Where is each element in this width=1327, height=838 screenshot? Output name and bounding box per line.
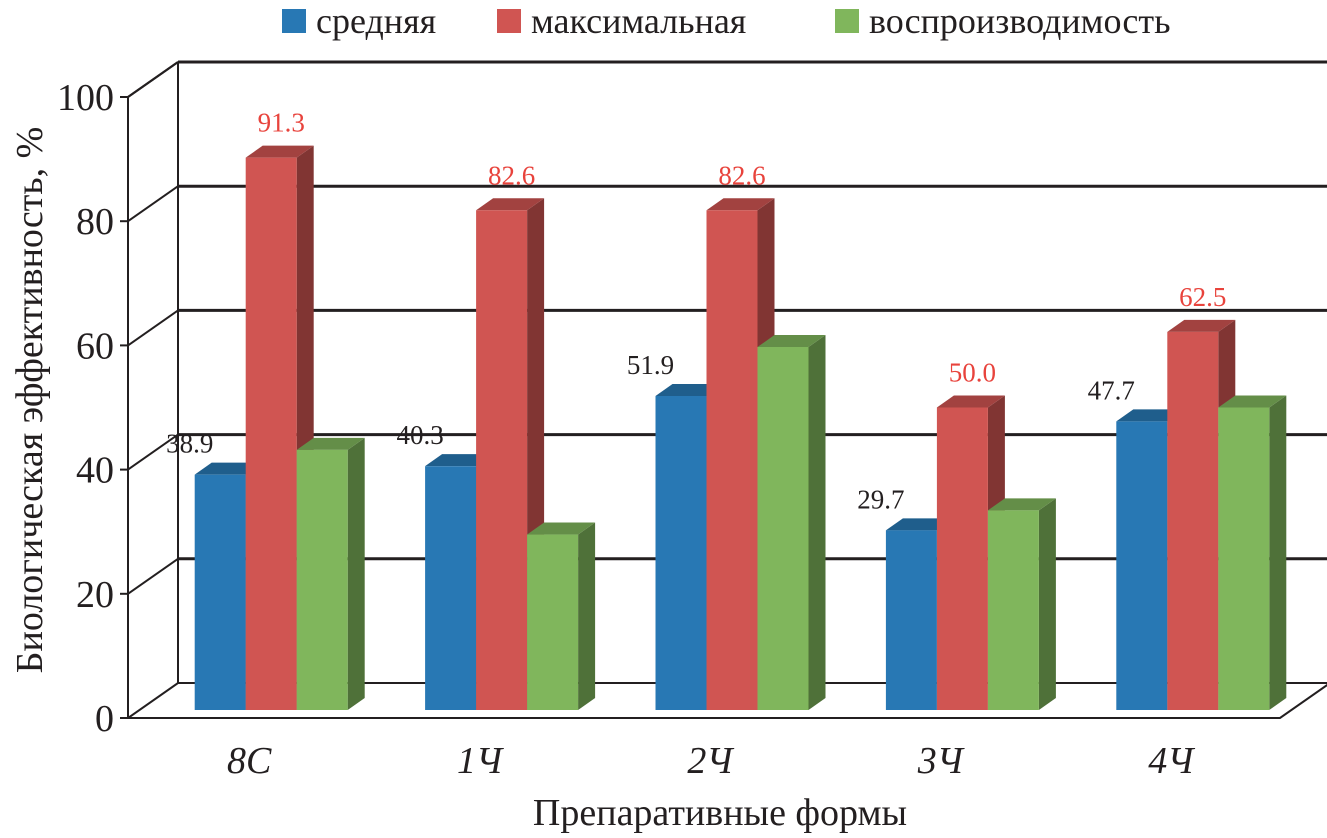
- y-tick-label: 60: [76, 325, 114, 367]
- data-label: 38.9: [166, 429, 213, 459]
- x-tick-label: 8С: [227, 740, 272, 782]
- x-axis-title: Препаративные формы: [533, 792, 907, 834]
- legend-label: максимальная: [531, 1, 746, 41]
- legend-label: средняя: [316, 1, 436, 41]
- data-label: 29.7: [857, 484, 904, 514]
- bar-front: [194, 474, 246, 710]
- bar-side: [1269, 395, 1287, 710]
- bar: [987, 498, 1056, 710]
- data-label: 91.3: [258, 108, 305, 138]
- bar-front: [1116, 421, 1168, 710]
- bar-top: [1167, 319, 1236, 332]
- bar-top: [296, 437, 365, 450]
- y-tick-label: 0: [95, 698, 114, 740]
- bar-front: [527, 534, 579, 710]
- bar-front: [425, 466, 477, 710]
- y-tick-label: 20: [76, 574, 114, 616]
- bar-front: [296, 449, 348, 710]
- legend-swatch: [282, 9, 306, 33]
- bar-side: [1038, 498, 1056, 710]
- bar: [757, 335, 826, 710]
- y-axis-title: Биологическая эффективность, %: [9, 127, 51, 674]
- x-tick-label: 2Ч: [687, 740, 734, 782]
- labels: 0 20 40 60 80 100 38.9 91.3 8С 40.3 82.6 1Ч 51.9 82.6…: [57, 77, 1226, 782]
- bar-top: [245, 145, 314, 158]
- bar: [527, 522, 596, 710]
- bar-side: [347, 437, 365, 710]
- bar-top: [1218, 395, 1287, 408]
- bar-top: [936, 395, 1005, 408]
- bar-side: [808, 335, 826, 710]
- legend-swatch: [835, 9, 859, 33]
- data-label: 50.0: [949, 358, 996, 388]
- bar-front: [987, 510, 1039, 710]
- bar-top: [987, 498, 1056, 511]
- bar-top: [757, 335, 826, 347]
- legend-swatch: [497, 9, 521, 33]
- bar-top: [476, 198, 545, 211]
- x-tick-label: 3Ч: [917, 740, 965, 782]
- bar-front: [936, 407, 988, 710]
- y-tick-label: 80: [76, 201, 114, 243]
- bar-top: [706, 198, 775, 211]
- data-label: 40.3: [396, 420, 443, 450]
- legend-label: воспроизводимость: [869, 1, 1170, 41]
- data-label: 47.7: [1088, 375, 1135, 405]
- bar-front: [655, 396, 707, 710]
- data-label: 51.9: [627, 350, 674, 380]
- x-tick-label: 4Ч: [1148, 740, 1195, 782]
- grid-diagonal: [127, 433, 179, 471]
- grid-diagonal: [127, 185, 179, 223]
- bar-top: [527, 522, 596, 535]
- legend: средняя максимальная воспроизводимость: [282, 1, 1170, 41]
- bar-front: [885, 530, 937, 710]
- bar-front: [757, 347, 809, 710]
- bars: [194, 145, 1287, 710]
- bar-side: [578, 522, 596, 710]
- grid-diagonal: [127, 61, 179, 98]
- data-label: 62.5: [1179, 282, 1226, 312]
- bar: [1218, 395, 1287, 710]
- data-label: 82.6: [488, 160, 535, 190]
- bar: [296, 437, 365, 710]
- grid-diagonal: [127, 309, 179, 347]
- bar-front: [706, 210, 758, 710]
- grid-diagonal: [127, 557, 179, 595]
- y-tick-label: 100: [57, 77, 114, 119]
- y-tick-label: 40: [76, 450, 114, 492]
- bar-front: [1167, 331, 1219, 710]
- bar-front: [1218, 407, 1270, 710]
- bar-front: [245, 157, 297, 710]
- data-label: 82.6: [718, 160, 765, 190]
- bar-front: [476, 210, 528, 710]
- bar: [476, 198, 545, 710]
- x-tick-label: 1Ч: [457, 740, 504, 782]
